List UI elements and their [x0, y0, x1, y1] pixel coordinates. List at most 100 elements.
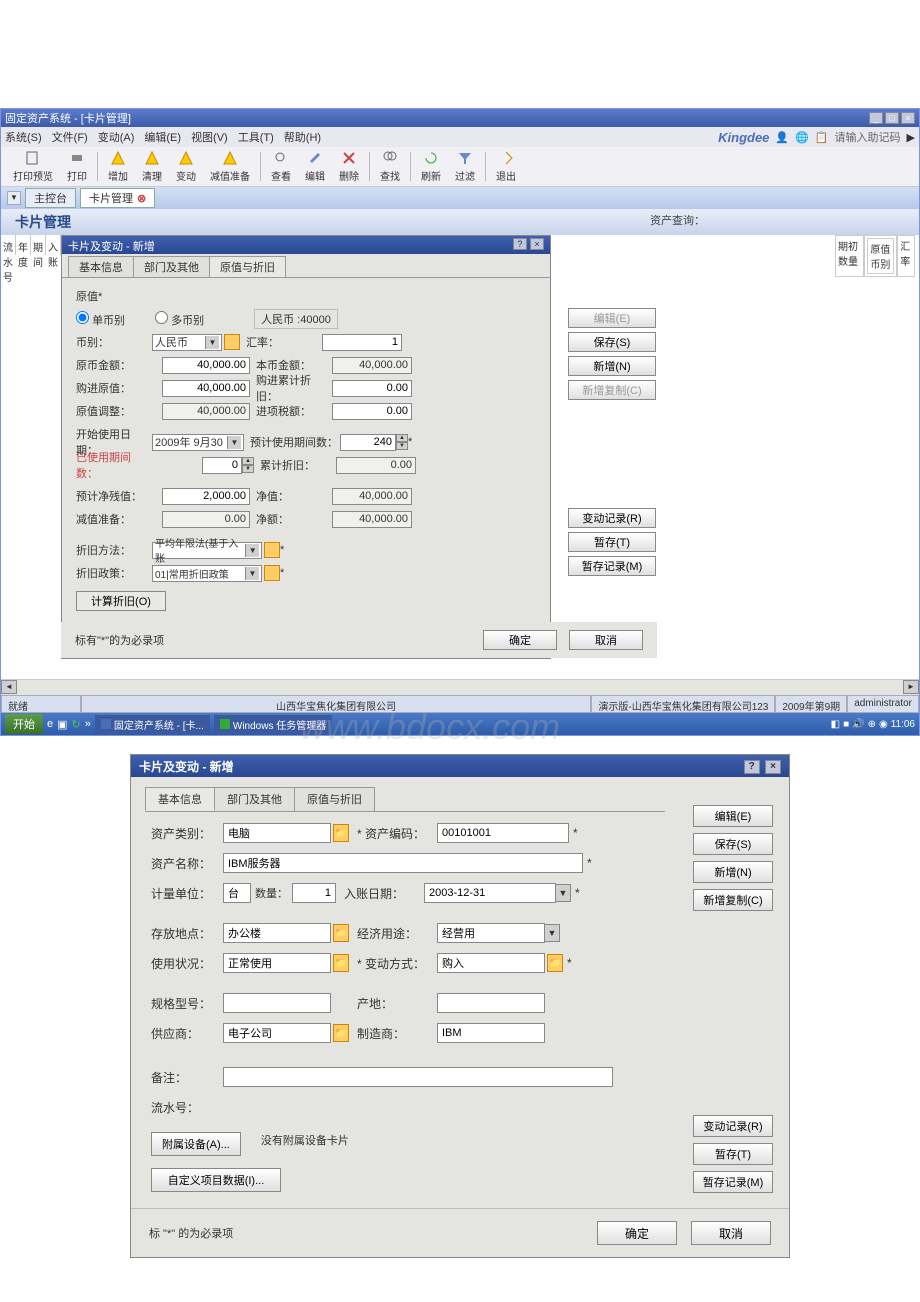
tb-impair[interactable]: 减值准备 [204, 150, 256, 183]
date-dropdown-icon[interactable]: ▼ [555, 884, 571, 902]
bd-changes-button[interactable]: 变动记录(R) [693, 1115, 773, 1137]
input-qty[interactable] [292, 883, 336, 903]
input-name[interactable] [223, 853, 583, 873]
bd-save-button[interactable]: 保存(S) [693, 833, 773, 855]
date-start[interactable]: 2009年 9月30▼ [152, 434, 244, 451]
spin-up-icon[interactable]: ▲ [242, 457, 254, 465]
scroll-right-icon[interactable]: ► [903, 680, 919, 694]
maximize-icon[interactable]: □ [885, 112, 899, 124]
bd-temp-rec-button[interactable]: 暂存记录(M) [693, 1171, 773, 1193]
tray-icon[interactable]: ◉ [879, 719, 888, 730]
help-icon[interactable]: ▶ [907, 131, 915, 144]
note-icon[interactable]: 📋 [815, 131, 829, 144]
tb-view[interactable]: 查看 [265, 150, 297, 183]
input-status[interactable] [223, 953, 331, 973]
menu-change[interactable]: 变动(A) [98, 129, 135, 145]
attachment-button[interactable]: 附属设备(A)... [151, 1132, 241, 1156]
minimize-icon[interactable]: _ [869, 112, 883, 124]
task-item-taskmgr[interactable]: Windows 任务管理器 [214, 715, 332, 734]
lookup-location-icon[interactable]: 📁 [333, 924, 349, 942]
menu-view[interactable]: 视图(V) [191, 129, 228, 145]
tb-preview[interactable]: 打印预览 [7, 150, 59, 183]
inner-help-icon[interactable]: ? [513, 238, 527, 250]
refresh-tray-icon[interactable]: ↻ [72, 718, 81, 731]
cancel-button[interactable]: 取消 [569, 630, 643, 650]
radio-multi[interactable]: 多币别 [155, 311, 204, 328]
tab-close-icon[interactable]: ⊗ [137, 193, 146, 205]
tb-find[interactable]: 查找 [374, 150, 406, 183]
tab-main[interactable]: 主控台 [25, 188, 76, 208]
bd-edit-button[interactable]: 编辑(E) [693, 805, 773, 827]
new-button[interactable]: 新增(N) [568, 356, 656, 376]
temp-button[interactable]: 暂存(T) [568, 532, 656, 552]
input-spec[interactable] [223, 993, 331, 1013]
custom-data-button[interactable]: 自定义项目数据(I)... [151, 1168, 281, 1192]
calc-depreciation-button[interactable]: 计算折旧(O) [76, 591, 166, 611]
start-button[interactable]: 开始 [5, 714, 43, 734]
inner-close-icon[interactable]: × [530, 238, 544, 250]
ie-icon[interactable]: e [47, 718, 53, 730]
spin-down-icon[interactable]: ▼ [242, 465, 254, 473]
bd-copy-button[interactable]: 新增复制(C) [693, 889, 773, 911]
menu-file[interactable]: 文件(F) [52, 129, 88, 145]
save-button[interactable]: 保存(S) [568, 332, 656, 352]
tb-change[interactable]: 变动 [170, 150, 202, 183]
bd-close-icon[interactable]: × [765, 760, 781, 774]
input-tax[interactable] [332, 403, 412, 420]
menu-system[interactable]: 系统(S) [5, 129, 42, 145]
tb-filter[interactable]: 过滤 [449, 150, 481, 183]
scroll-left-icon[interactable]: ◄ [1, 680, 17, 694]
combo-currency[interactable]: 人民币▼ [152, 334, 222, 351]
input-location[interactable] [223, 923, 331, 943]
bd-temp-button[interactable]: 暂存(T) [693, 1143, 773, 1165]
input-maker[interactable] [437, 1023, 545, 1043]
task-item-app[interactable]: 固定资产系统 - [卡... [95, 715, 210, 734]
tb-exit[interactable]: 退出 [490, 150, 522, 183]
input-origin[interactable] [437, 993, 545, 1013]
bd-cancel-button[interactable]: 取消 [691, 1221, 771, 1245]
ok-button[interactable]: 确定 [483, 630, 557, 650]
menu-tools[interactable]: 工具(T) [238, 129, 274, 145]
input-supplier[interactable] [223, 1023, 331, 1043]
lookup-currency-icon[interactable] [224, 334, 240, 350]
combo-policy[interactable]: 01|常用折旧政策▼ [152, 565, 262, 582]
desktop-icon[interactable]: ▣ [57, 718, 67, 731]
tb-delete[interactable]: 删除 [333, 150, 365, 183]
close-icon[interactable]: × [901, 112, 915, 124]
input-remark[interactable] [223, 1067, 613, 1087]
menu-edit[interactable]: 编辑(E) [144, 129, 181, 145]
tab-card[interactable]: 卡片管理⊗ [80, 188, 155, 208]
spin-up-icon[interactable]: ▲ [396, 434, 408, 442]
use-dropdown-icon[interactable]: ▼ [544, 924, 560, 942]
combo-method[interactable]: 平均年限法(基于入账▼ [152, 542, 262, 559]
input-unit[interactable] [223, 883, 251, 903]
tab-dept[interactable]: 部门及其他 [133, 256, 210, 277]
tab-basic[interactable]: 基本信息 [68, 256, 134, 277]
lookup-change-icon[interactable]: 📁 [547, 954, 563, 972]
lookup-method-icon[interactable] [264, 542, 280, 558]
tray-icon[interactable]: 🔊 [852, 719, 864, 730]
input-change[interactable] [437, 953, 545, 973]
changes-button[interactable]: 变动记录(R) [568, 508, 656, 528]
menu-help[interactable]: 帮助(H) [284, 129, 321, 145]
tab-value[interactable]: 原值与折旧 [209, 256, 286, 277]
bd-help-icon[interactable]: ? [744, 760, 760, 774]
lookup-category-icon[interactable]: 📁 [333, 824, 349, 842]
tb-print[interactable]: 打印 [61, 150, 93, 183]
tb-refresh[interactable]: 刷新 [415, 150, 447, 183]
spin-periods[interactable]: ▲▼ [340, 434, 408, 451]
bd-tab-value[interactable]: 原值与折旧 [294, 787, 375, 811]
tb-edit[interactable]: 编辑 [299, 150, 331, 183]
input-residual[interactable] [162, 488, 250, 505]
radio-single[interactable]: 单币别 [76, 311, 125, 328]
lookup-status-icon[interactable]: 📁 [333, 954, 349, 972]
bd-ok-button[interactable]: 确定 [597, 1221, 677, 1245]
temp-rec-button[interactable]: 暂存记录(M) [568, 556, 656, 576]
input-orig[interactable] [162, 357, 250, 374]
globe-icon[interactable]: 🌐 [795, 131, 809, 144]
input-purchase[interactable] [162, 380, 250, 397]
input-use[interactable] [437, 923, 545, 943]
input-accum[interactable] [332, 380, 412, 397]
tray-icon[interactable]: ■ [843, 719, 849, 730]
bd-new-button[interactable]: 新增(N) [693, 861, 773, 883]
